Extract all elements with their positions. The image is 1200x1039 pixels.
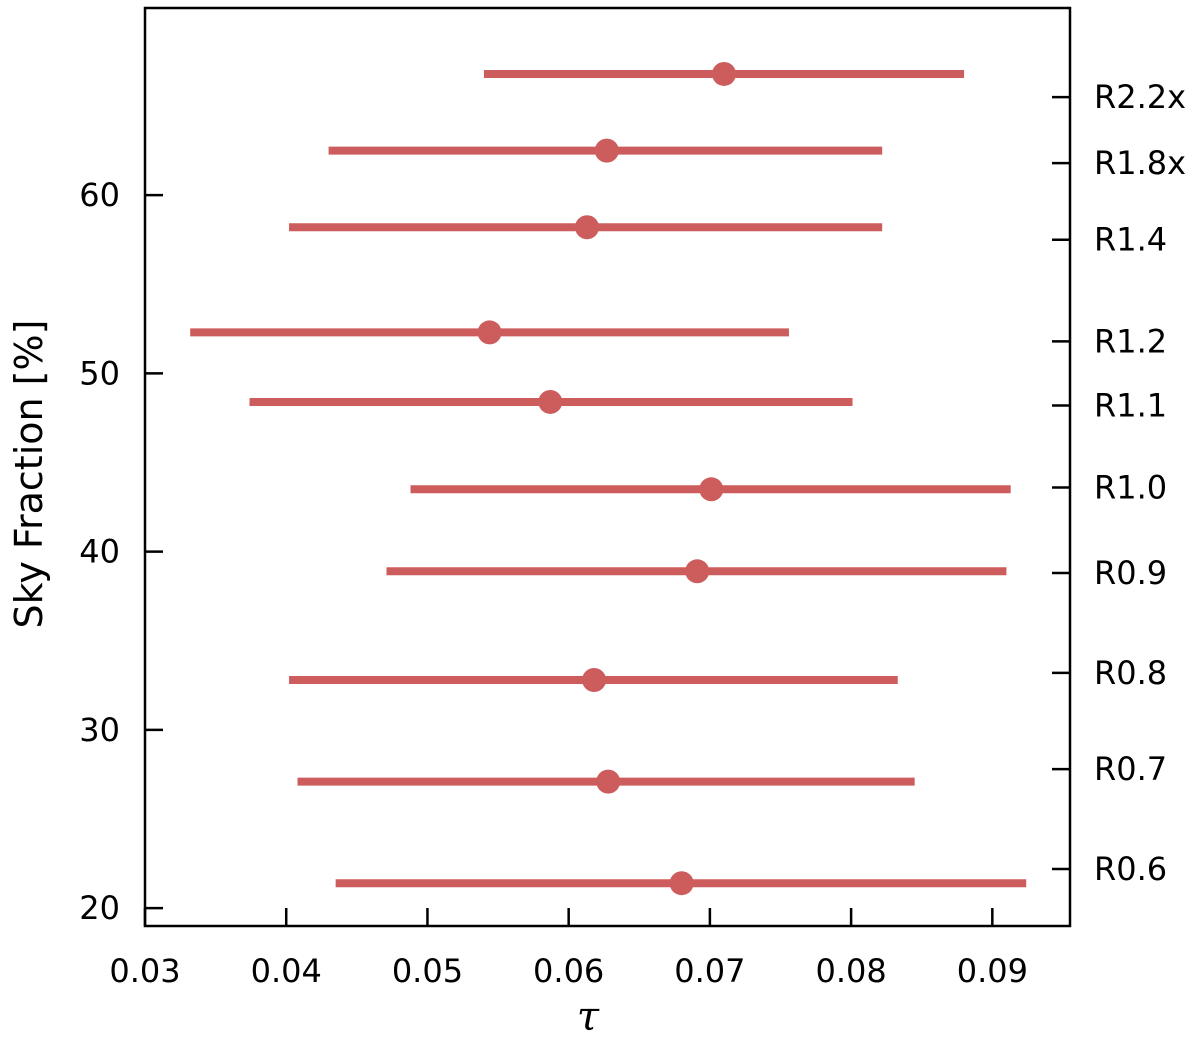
data-point	[594, 138, 619, 163]
right-category-label: R0.7	[1094, 750, 1167, 788]
right-category-label: R1.8x	[1094, 144, 1186, 182]
y-tick-label: 40	[79, 533, 120, 571]
right-category-label: R1.4	[1094, 221, 1167, 259]
right-category-label: R1.1	[1094, 387, 1167, 425]
x-tick-label: 0.05	[392, 952, 463, 990]
x-tick-label: 0.03	[109, 952, 180, 990]
tick-labels: 0.03 0.04 0.05 0.06 0.07 0.08 0.09 20 30 40 50 60 R2…	[79, 78, 1186, 990]
y-tick-label: 60	[79, 176, 120, 214]
y-tick-label: 30	[79, 711, 120, 749]
right-category-label: R2.2x	[1094, 78, 1186, 116]
x-tick-label: 0.04	[251, 952, 322, 990]
x-tick-label: 0.06	[533, 952, 604, 990]
data-point	[699, 477, 724, 502]
data-point	[596, 769, 621, 794]
data-point	[538, 389, 563, 414]
x-tick-label: 0.08	[815, 952, 886, 990]
data-point	[685, 559, 710, 584]
axis-ticks	[143, 95, 1070, 926]
data-point	[477, 320, 502, 345]
x-tick-label: 0.09	[957, 952, 1028, 990]
data-marks	[190, 61, 1027, 896]
plot-frame	[143, 6, 1072, 928]
data-point	[712, 61, 737, 86]
data-point	[575, 215, 600, 240]
right-category-label: R1.2	[1094, 322, 1167, 360]
data-point	[582, 668, 607, 693]
y-tick-label: 20	[79, 889, 120, 927]
y-axis-title: Sky Fraction [%]	[7, 320, 51, 629]
x-axis-title: τ	[577, 994, 600, 1039]
x-tick-label: 0.07	[674, 952, 745, 990]
right-category-label: R1.0	[1094, 468, 1167, 506]
right-category-label: R0.6	[1094, 850, 1167, 888]
y-tick-label: 50	[79, 354, 120, 392]
data-point	[669, 871, 694, 896]
right-category-label: R0.9	[1094, 554, 1167, 592]
right-category-label: R0.8	[1094, 654, 1167, 692]
